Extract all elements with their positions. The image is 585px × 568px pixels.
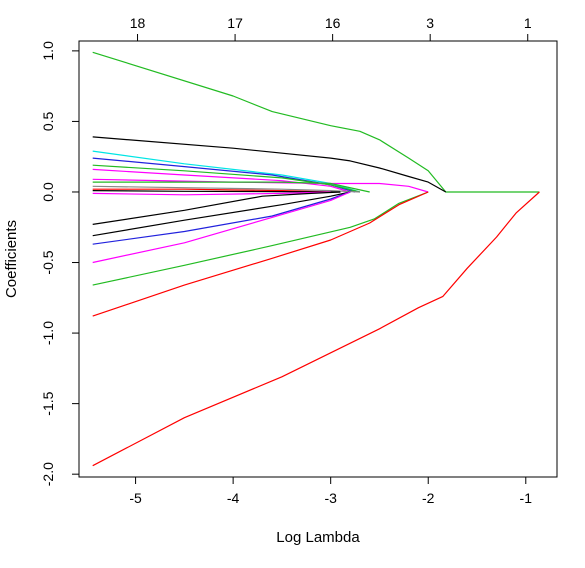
coefficient-path-13 xyxy=(92,191,341,225)
coefficient-path-15 xyxy=(92,191,351,245)
x-axis-bottom: -5 -4 -3 -2 -1 xyxy=(129,477,532,506)
coefficient-path-11 xyxy=(92,190,341,193)
coefficient-path-16 xyxy=(92,191,351,264)
plot-frame xyxy=(78,40,558,478)
x-tick-label: -1 xyxy=(520,490,533,506)
y-tick-label: -0.5 xyxy=(40,250,56,274)
x-tick-label: -2 xyxy=(422,490,435,506)
coefficient-path-12 xyxy=(92,191,331,196)
coefficient-path-18 xyxy=(92,191,429,317)
x-tick-label: -3 xyxy=(324,490,337,506)
y-tick-label: -1.5 xyxy=(40,391,56,415)
coefficient-path-5 xyxy=(92,164,361,193)
coefficient-path-1 xyxy=(92,51,540,193)
x-tick-label: -5 xyxy=(129,490,142,506)
coefficient-path-6 xyxy=(92,168,351,193)
y-axis: -2.0 -1.5 -1.0 -0.5 0.0 0.5 1.0 xyxy=(40,41,79,486)
coefficient-path-19 xyxy=(92,191,540,467)
x-axis-top: 18 17 16 3 1 xyxy=(130,15,532,41)
coefficient-path-2 xyxy=(92,136,447,193)
y-tick-label: 0.0 xyxy=(40,182,56,202)
coefficient-path-9 xyxy=(92,185,360,193)
top-tick-label: 16 xyxy=(325,15,341,31)
top-tick-label: 17 xyxy=(227,15,243,31)
y-tick-label: -2.0 xyxy=(40,462,56,486)
y-axis-title: Coefficients xyxy=(3,220,20,298)
x-axis-title: Log Lambda xyxy=(276,529,360,546)
top-tick-label: 3 xyxy=(426,15,434,31)
y-tick-label: 1.0 xyxy=(40,41,56,61)
top-tick-label: 18 xyxy=(130,15,146,31)
y-tick-label: 0.5 xyxy=(40,111,56,131)
coefficient-path-3 xyxy=(92,150,361,193)
coefficient-path-17 xyxy=(92,191,429,286)
top-tick-label: 1 xyxy=(524,15,532,31)
y-tick-label: -1.0 xyxy=(40,321,56,345)
coefficient-path-14 xyxy=(92,191,351,237)
coefficient-path-8 xyxy=(92,181,370,193)
x-tick-label: -4 xyxy=(227,490,240,506)
series-layer xyxy=(92,51,540,467)
